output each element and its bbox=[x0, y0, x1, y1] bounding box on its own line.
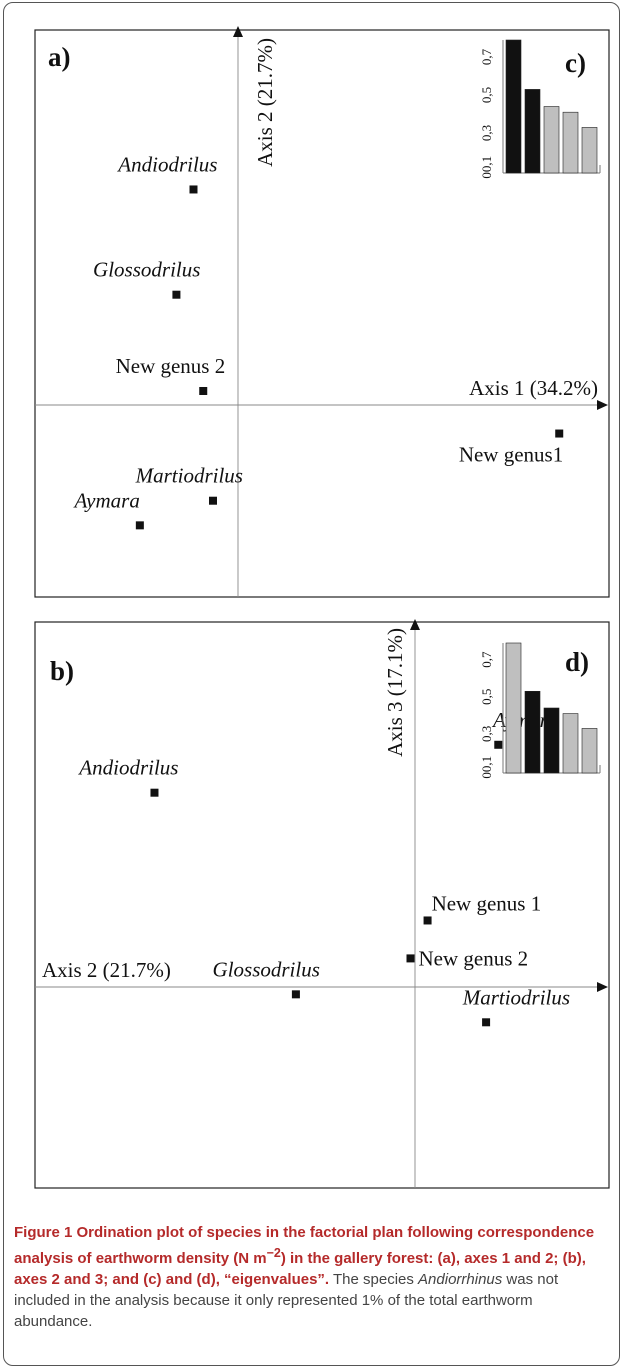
caption-bold-lead: Figure 1 Ordination plot of species in t… bbox=[14, 1224, 595, 1267]
panel-a-point-label-5: Aymara bbox=[73, 488, 140, 512]
panel-a-point-5 bbox=[135, 521, 144, 530]
panel-c-ytick-0: 00,1 bbox=[479, 156, 494, 179]
panel-a-point-4 bbox=[208, 496, 217, 505]
panel-d-letter: d) bbox=[565, 647, 589, 677]
panel-a-xlabel: Axis 1 (34.2%) bbox=[469, 376, 598, 400]
figure-caption: Figure 1 Ordination plot of species in t… bbox=[14, 1222, 610, 1332]
panel-c-bar-3 bbox=[562, 111, 579, 174]
panel-b-ylabel: Axis 3 (17.1%) bbox=[383, 628, 407, 757]
panel-b-x-arrow bbox=[597, 982, 608, 992]
panel-a-point-label-0: Andiodrilus bbox=[116, 152, 217, 176]
panel-a-point-label-1: Glossodrilus bbox=[93, 258, 200, 282]
panel-a-x-arrow bbox=[597, 400, 608, 410]
panel-c-bar-1 bbox=[524, 89, 541, 174]
panel-d-ytick-0: 00,1 bbox=[479, 756, 494, 779]
panel-b-point-label-3: New genus 2 bbox=[418, 946, 528, 970]
panel-a-point-3 bbox=[555, 429, 564, 438]
panel-a-point-label-3: New genus1 bbox=[459, 443, 563, 467]
caption-note-lead: The species bbox=[329, 1271, 419, 1288]
panel-b-point-label-1: Andiodrilus bbox=[77, 756, 178, 780]
panel-b-point-label-5: Martiodrilus bbox=[462, 985, 570, 1009]
panel-d-ytick-3: 0,7 bbox=[479, 651, 494, 668]
caption-note-tail: was not included in the analysis because… bbox=[14, 1271, 559, 1330]
caption-note-italic: Andiorrhinus bbox=[418, 1271, 503, 1288]
panel-d-ytick-2: 0,5 bbox=[479, 689, 494, 705]
panel-a-point-2 bbox=[199, 386, 208, 395]
panel-b-y-arrow bbox=[410, 619, 420, 630]
panel-b-point-2 bbox=[423, 916, 432, 925]
figure-frame bbox=[3, 2, 620, 1366]
panel-c-letter: c) bbox=[565, 48, 586, 78]
figure-plots: a) Axis 1 (34.2%) Axis 2 (21.7%) Andiodrilu… bbox=[34, 26, 610, 1189]
panel-d-bar-0 bbox=[505, 642, 522, 774]
panel-a-point-label-4: Martiodrilus bbox=[135, 464, 243, 488]
caption-bold-tail: ) in the gallery forest: (a), axes 1 and… bbox=[14, 1250, 586, 1288]
panel-a-letter: a) bbox=[48, 42, 71, 72]
panel-a-ylabel: Axis 2 (21.7%) bbox=[253, 38, 277, 167]
panel-b-point-label-4: Glossodrilus bbox=[213, 957, 320, 981]
panel-c-bar-2 bbox=[543, 106, 560, 174]
panel-a-box bbox=[34, 29, 610, 598]
panel-c-ytick-1: 0,3 bbox=[479, 125, 494, 141]
panel-b-point-0 bbox=[494, 740, 503, 749]
panel-c-bar-4 bbox=[581, 127, 598, 174]
panel-a-point-0 bbox=[189, 185, 198, 194]
panel-d-bar-3 bbox=[562, 713, 579, 774]
panel-b-letter: b) bbox=[50, 656, 74, 686]
panel-b-point-3 bbox=[406, 954, 415, 963]
panel-c-bar-0 bbox=[505, 39, 522, 174]
caption-bold-sup: −2 bbox=[266, 1246, 281, 1260]
panel-a-point-label-2: New genus 2 bbox=[116, 354, 226, 378]
panel-d-bar-1 bbox=[524, 690, 541, 774]
panel-b-box bbox=[34, 621, 610, 1189]
panel-b-xlabel: Axis 2 (21.7%) bbox=[42, 958, 171, 982]
panel-d-ytick-1: 0,3 bbox=[479, 726, 494, 742]
panel-c-ytick-2: 0,5 bbox=[479, 87, 494, 103]
panel-a-y-arrow bbox=[233, 26, 243, 37]
panel-a-point-1 bbox=[172, 290, 181, 299]
panel-b-point-label-2: New genus 1 bbox=[432, 891, 542, 915]
panel-b-point-5 bbox=[482, 1018, 491, 1027]
panel-b-point-1 bbox=[150, 788, 159, 797]
panel-d-bar-2 bbox=[543, 707, 560, 774]
panel-d-bar-4 bbox=[581, 728, 598, 774]
panel-c-ytick-3: 0,7 bbox=[479, 48, 494, 65]
panel-b-point-4 bbox=[291, 990, 300, 999]
